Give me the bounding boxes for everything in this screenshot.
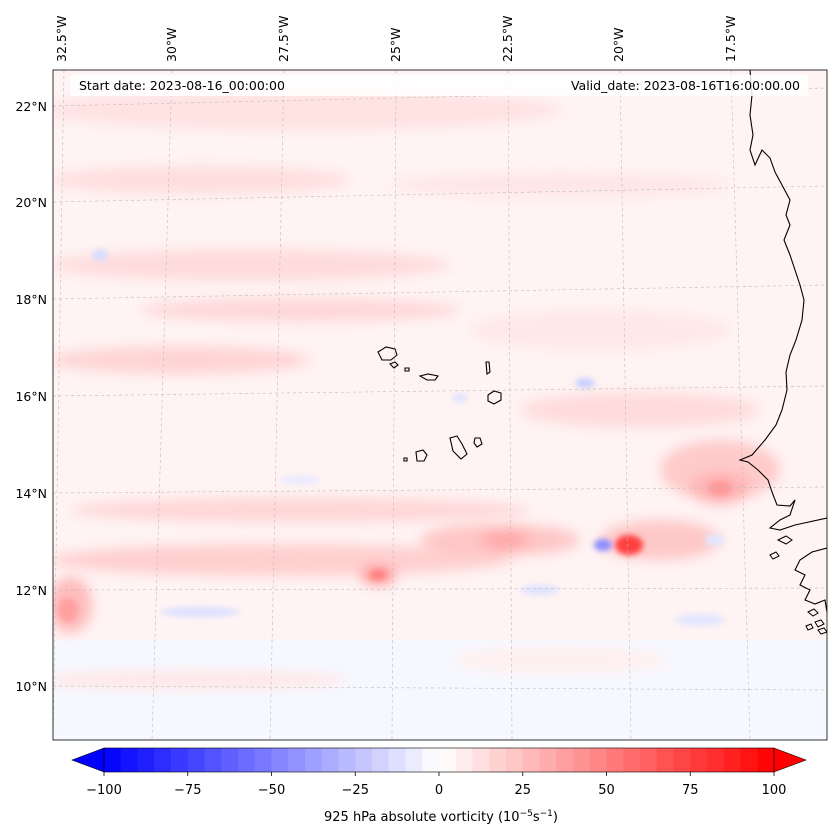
- cb-tick-label-25: 25: [514, 783, 531, 798]
- colorbar-segment: [556, 748, 574, 772]
- lat-label-18n: 18°N: [15, 292, 47, 307]
- cb-tick-label-neg50: −50: [258, 783, 285, 798]
- fogo-island: [415, 449, 428, 462]
- cb-tick-label-75: 75: [682, 783, 699, 798]
- colorbar-segment: [321, 748, 339, 772]
- lon-label-32-5w: 32.5°W: [54, 16, 69, 62]
- colorbar-segment: [757, 748, 775, 772]
- colorbar-segment: [338, 748, 356, 772]
- colorbar: −100 −75 −50 −25 0 25 50 75 100 925 hPa …: [71, 747, 807, 825]
- sal-island: [485, 361, 491, 375]
- santa-luzia-island: [404, 367, 410, 372]
- cb-tick-label-0: 0: [435, 783, 443, 798]
- colorbar-segment: [690, 748, 708, 772]
- colorbar-segment: [656, 748, 674, 772]
- cb-tick-label-neg25: −25: [342, 783, 369, 798]
- cb-tick-label-50: 50: [598, 783, 615, 798]
- colorbar-segment: [221, 748, 239, 772]
- boa-vista-island: [487, 390, 502, 405]
- cb-tick-label-neg100: −100: [86, 783, 122, 798]
- colorbar-segment: [623, 748, 641, 772]
- map-frame: [52, 69, 828, 741]
- colorbar-segment: [372, 748, 390, 772]
- colorbar-segment: [472, 748, 490, 772]
- colorbar-segment: [271, 748, 289, 772]
- colorbar-segment: [589, 748, 607, 772]
- colorbar-segment: [522, 748, 540, 772]
- lon-label-25w: 25°W: [388, 27, 403, 62]
- bijagos-islands: [805, 608, 827, 635]
- colorbar-segment: [673, 748, 691, 772]
- colorbar-segment: [707, 748, 725, 772]
- colorbar-segment: [288, 748, 306, 772]
- colorbar-ticks: [103, 772, 775, 776]
- cb-tick-label-neg75: −75: [174, 783, 201, 798]
- lon-label-30w: 30°W: [164, 27, 179, 62]
- colorbar-tick-labels: −100 −75 −50 −25 0 25 50 75 100: [86, 783, 786, 798]
- date-info-box: [70, 75, 808, 96]
- valid-date-label: Valid_date: 2023-08-16T16:00:00.00: [571, 78, 800, 93]
- lat-label-16n: 16°N: [15, 389, 47, 404]
- brava-island: [403, 457, 408, 462]
- colorbar-segment: [723, 748, 741, 772]
- colorbar-segment: [606, 748, 624, 772]
- cape-verde-islands: [377, 346, 502, 462]
- colorbar-high-extension: [773, 747, 807, 773]
- lat-label-14n: 14°N: [15, 486, 47, 501]
- colorbar-segment: [204, 748, 222, 772]
- lat-label-12n: 12°N: [15, 583, 47, 598]
- colorbar-segment: [187, 748, 205, 772]
- colorbar-segment: [238, 748, 256, 772]
- lon-label-17-5w: 17.5°W: [723, 16, 738, 62]
- start-date-label: Start date: 2023-08-16_00:00:00: [79, 78, 285, 93]
- colorbar-segment: [573, 748, 591, 772]
- colorbar-segment: [539, 748, 557, 772]
- colorbar-segment: [388, 748, 406, 772]
- santiago-island: [449, 435, 468, 460]
- longitude-labels: 32.5°W 30°W 27.5°W 25°W 22.5°W 20°W 17.5…: [54, 16, 738, 62]
- colorbar-segment: [422, 748, 440, 772]
- lon-label-20w: 20°W: [611, 27, 626, 62]
- colorbar-segment: [740, 748, 758, 772]
- colorbar-segments: [104, 748, 775, 772]
- colorbar-segment: [489, 748, 507, 772]
- colorbar-segment: [405, 748, 423, 772]
- guinea-bissau-coastline: [794, 547, 827, 613]
- gridlines: [53, 70, 827, 740]
- senegal-inlet: [769, 535, 793, 560]
- colorbar-segment: [640, 748, 658, 772]
- colorbar-segment: [506, 748, 524, 772]
- vorticity-field-south-weak: [53, 640, 827, 740]
- colorbar-segment: [254, 748, 272, 772]
- lon-label-27-5w: 27.5°W: [276, 16, 291, 62]
- map-panel: Start date: 2023-08-16_00:00:00 Valid_da…: [53, 70, 827, 740]
- sao-nicolau-island: [418, 373, 439, 381]
- colorbar-segment: [439, 748, 457, 772]
- colorbar-segment: [455, 748, 473, 772]
- colorbar-segment: [171, 748, 189, 772]
- latitude-labels: 22°N 20°N 18°N 16°N 14°N 12°N 10°N: [15, 99, 47, 694]
- lat-label-20n: 20°N: [15, 195, 47, 210]
- colorbar-title: 925 hPa absolute vorticity (10−5s−1): [324, 809, 558, 825]
- colorbar-segment: [355, 748, 373, 772]
- colorbar-segment: [154, 748, 172, 772]
- colorbar-segment: [104, 748, 122, 772]
- santo-antao-island: [377, 346, 398, 361]
- colorbar-segment: [305, 748, 323, 772]
- lon-label-22-5w: 22.5°W: [500, 16, 515, 62]
- maio-island: [473, 437, 483, 448]
- colorbar-segment: [120, 748, 138, 772]
- vorticity-field-peaks: [58, 249, 732, 626]
- sao-vicente-island: [389, 361, 399, 369]
- vorticity-field: [53, 90, 780, 690]
- lat-label-22n: 22°N: [15, 99, 47, 114]
- africa-coastline: [738, 70, 827, 531]
- lat-label-10n: 10°N: [15, 679, 47, 694]
- colorbar-low-extension: [71, 747, 105, 773]
- cb-tick-label-100: 100: [762, 783, 787, 798]
- colorbar-segment: [137, 748, 155, 772]
